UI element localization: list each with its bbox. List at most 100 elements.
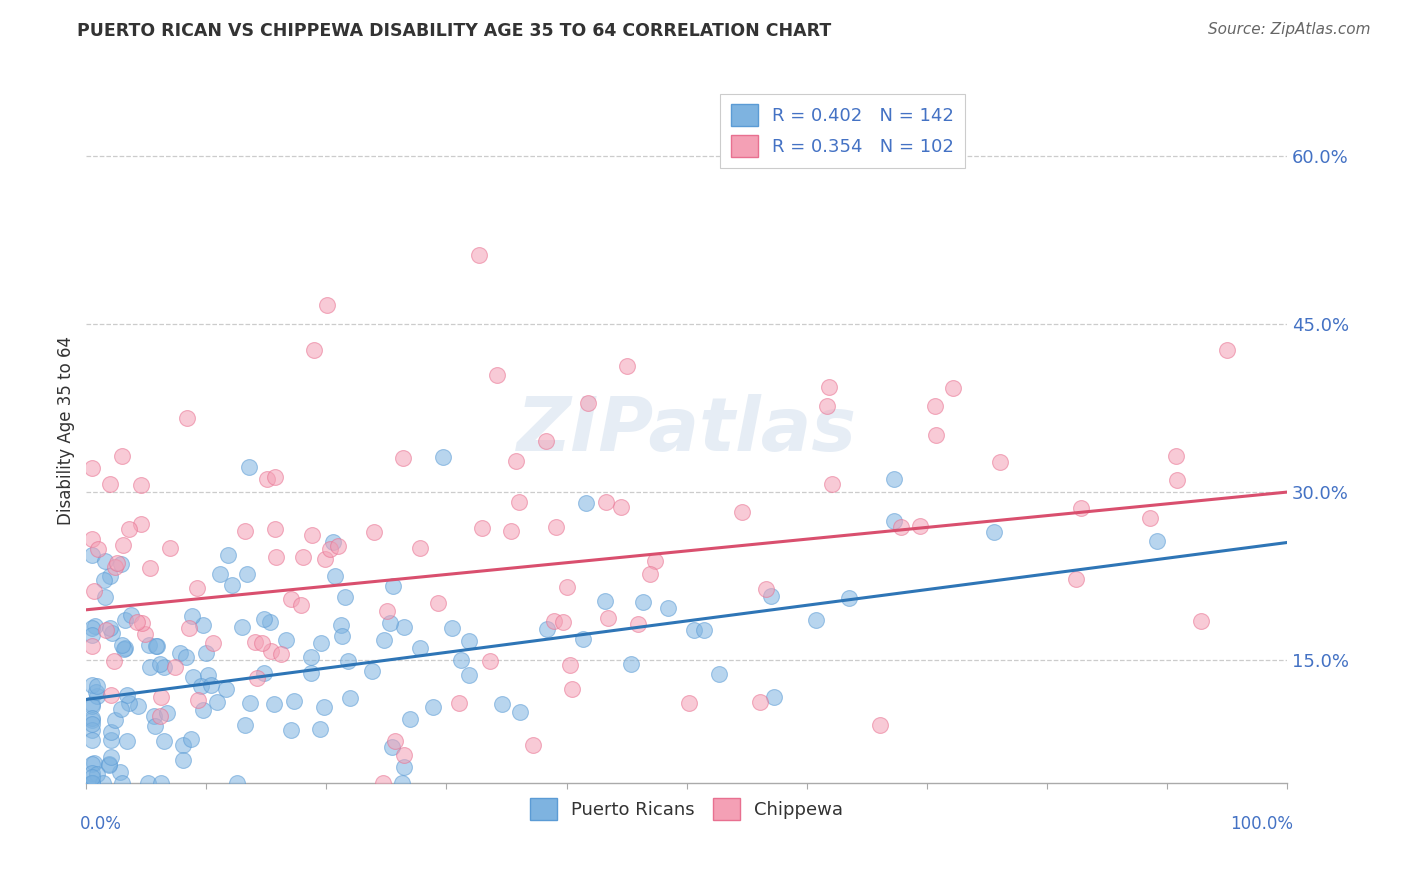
- Text: PUERTO RICAN VS CHIPPEWA DISABILITY AGE 35 TO 64 CORRELATION CHART: PUERTO RICAN VS CHIPPEWA DISABILITY AGE …: [77, 22, 831, 40]
- Point: [384, 734, 406, 748]
- Point: [93, 776, 115, 790]
- Point: [181, 670, 204, 684]
- Point: [86, 767, 108, 781]
- Point: [693, 623, 716, 637]
- Point: [942, 381, 965, 395]
- Point: [139, 561, 162, 575]
- Text: ZIPatlas: ZIPatlas: [516, 394, 856, 467]
- Point: [172, 753, 194, 767]
- Point: [381, 740, 404, 755]
- Point: [450, 653, 472, 667]
- Point: [191, 618, 214, 632]
- Point: [263, 469, 285, 483]
- Text: 0.0%: 0.0%: [80, 815, 122, 833]
- Point: [82, 766, 104, 780]
- Point: [260, 644, 283, 658]
- Point: [678, 696, 700, 710]
- Point: [86, 689, 108, 703]
- Point: [575, 496, 598, 510]
- Point: [638, 567, 661, 582]
- Point: [100, 724, 122, 739]
- Point: [314, 700, 336, 714]
- Point: [205, 694, 228, 708]
- Point: [593, 594, 616, 608]
- Point: [191, 703, 214, 717]
- Point: [299, 649, 322, 664]
- Point: [98, 621, 121, 635]
- Point: [217, 549, 239, 563]
- Point: [644, 554, 666, 568]
- Point: [233, 524, 256, 538]
- Point: [226, 776, 249, 790]
- Point: [314, 552, 336, 566]
- Point: [98, 756, 121, 771]
- Point: [98, 569, 121, 583]
- Point: [325, 568, 347, 582]
- Point: [82, 698, 104, 713]
- Point: [82, 723, 104, 737]
- Point: [100, 688, 122, 702]
- Point: [392, 747, 415, 762]
- Point: [82, 776, 104, 790]
- Point: [169, 646, 191, 660]
- Point: [815, 399, 838, 413]
- Point: [755, 582, 778, 597]
- Point: [361, 664, 384, 678]
- Point: [82, 639, 104, 653]
- Point: [239, 696, 262, 710]
- Point: [180, 608, 202, 623]
- Point: [409, 641, 432, 656]
- Point: [883, 472, 905, 486]
- Point: [125, 615, 148, 629]
- Point: [683, 623, 706, 637]
- Point: [576, 396, 599, 410]
- Point: [264, 550, 287, 565]
- Point: [190, 679, 212, 693]
- Point: [508, 495, 530, 509]
- Point: [100, 750, 122, 764]
- Point: [596, 611, 619, 625]
- Point: [110, 558, 132, 572]
- Point: [118, 522, 141, 536]
- Point: [94, 624, 117, 638]
- Point: [186, 581, 208, 595]
- Point: [616, 359, 638, 374]
- Point: [330, 629, 353, 643]
- Point: [236, 567, 259, 582]
- Point: [165, 660, 187, 674]
- Point: [127, 698, 149, 713]
- Point: [233, 718, 256, 732]
- Point: [1146, 534, 1168, 549]
- Point: [82, 776, 104, 790]
- Point: [136, 776, 159, 790]
- Point: [1064, 572, 1087, 586]
- Point: [762, 690, 785, 705]
- Point: [633, 594, 655, 608]
- Point: [82, 776, 104, 790]
- Point: [82, 628, 104, 642]
- Point: [143, 719, 166, 733]
- Point: [208, 567, 231, 582]
- Point: [392, 759, 415, 773]
- Point: [197, 668, 219, 682]
- Point: [983, 524, 1005, 539]
- Point: [221, 578, 243, 592]
- Point: [98, 758, 121, 772]
- Point: [1139, 510, 1161, 524]
- Point: [231, 620, 253, 634]
- Point: [103, 713, 125, 727]
- Point: [561, 681, 583, 696]
- Point: [627, 616, 650, 631]
- Point: [553, 615, 575, 629]
- Point: [319, 541, 342, 556]
- Point: [103, 654, 125, 668]
- Point: [536, 623, 558, 637]
- Point: [131, 616, 153, 631]
- Point: [382, 579, 405, 593]
- Point: [149, 708, 172, 723]
- Point: [194, 646, 217, 660]
- Point: [1216, 343, 1239, 357]
- Point: [1070, 500, 1092, 515]
- Point: [253, 665, 276, 680]
- Point: [292, 549, 315, 564]
